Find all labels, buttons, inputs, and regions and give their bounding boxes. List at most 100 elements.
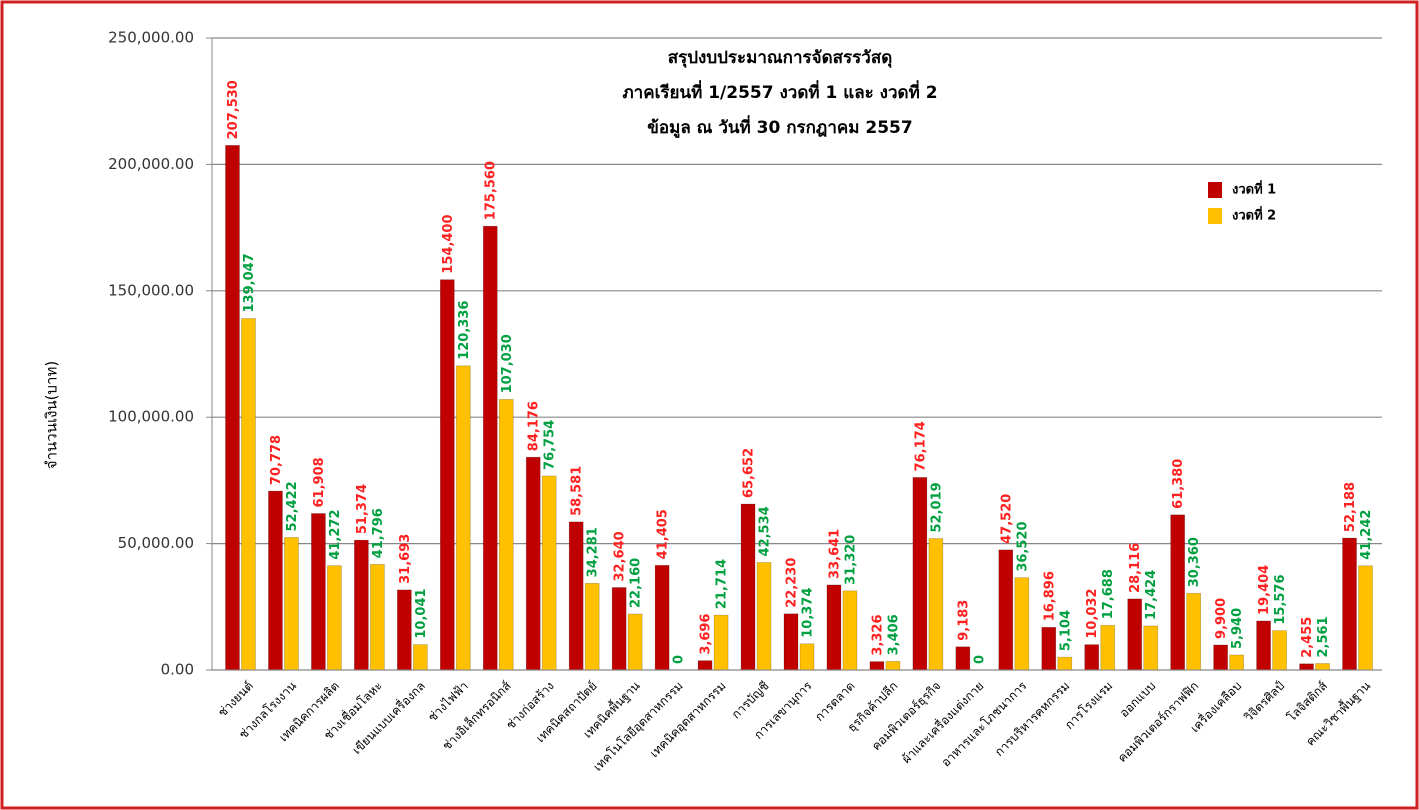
data-label: 154,400 (441, 214, 456, 273)
data-label: 2,455 (1300, 617, 1315, 658)
data-label: 58,581 (570, 466, 585, 516)
bar (1342, 537, 1357, 671)
chart-title: ข้อมูล ณ วันที่ 30 กรกฎาคม 2557 (647, 115, 912, 139)
data-label: 76,754 (543, 420, 558, 470)
bar (370, 563, 385, 671)
bar (1229, 654, 1244, 671)
bar (955, 646, 971, 671)
data-label: 107,030 (500, 334, 515, 393)
bar (912, 477, 928, 671)
data-label: 33,641 (827, 529, 842, 579)
bar (498, 399, 514, 671)
data-label: 41,272 (328, 509, 343, 559)
bar (541, 475, 557, 671)
legend-swatch (1208, 208, 1222, 224)
bar (869, 661, 885, 671)
bar (1127, 598, 1143, 671)
bar (611, 587, 627, 671)
bar (284, 537, 299, 671)
data-label: 9,900 (1214, 598, 1229, 639)
data-label: 30,360 (1187, 537, 1202, 587)
bar (1272, 630, 1287, 671)
bar (1358, 565, 1373, 671)
bar (1100, 624, 1116, 671)
data-label: 17,424 (1144, 570, 1159, 620)
data-label: 52,188 (1343, 482, 1358, 532)
data-label: 84,176 (527, 401, 542, 451)
data-label: 207,530 (226, 80, 241, 139)
data-label: 16,896 (1042, 571, 1057, 621)
data-label: 3,696 (699, 614, 714, 655)
data-label: 10,374 (801, 588, 816, 638)
data-label: 120,336 (457, 301, 472, 360)
data-label: 19,404 (1257, 565, 1272, 615)
data-label: 31,320 (843, 535, 858, 585)
bar (1084, 644, 1100, 671)
y-tick-label: 250,000.00 (108, 29, 194, 47)
bar (713, 614, 729, 671)
data-label: 10,032 (1085, 588, 1100, 638)
bar (826, 584, 842, 671)
legend-swatch (1208, 182, 1222, 198)
bar (1057, 656, 1073, 671)
y-tick-label: 200,000.00 (108, 155, 194, 173)
data-label: 51,374 (355, 484, 370, 534)
y-tick-label: 100,000.00 (108, 408, 194, 426)
data-label: 28,116 (1128, 543, 1143, 593)
data-label: 175,560 (484, 161, 499, 220)
bar (1014, 577, 1030, 671)
bar (1299, 663, 1314, 671)
data-label: 0 (972, 655, 987, 664)
bar (1256, 620, 1271, 671)
bar (327, 565, 342, 671)
chart-title: สรุปงบประมาณการจัดสรรวัสดุ (668, 48, 893, 68)
bar (225, 145, 240, 671)
bar (584, 582, 600, 671)
legend-label: งวดที่ 2 (1232, 206, 1276, 224)
y-axis-title: จำนวนเงิน(บาท) (43, 361, 61, 469)
bar (568, 521, 584, 671)
bar (885, 661, 901, 671)
bar (756, 562, 772, 671)
data-label: 3,326 (870, 614, 885, 655)
data-label: 22,160 (629, 558, 644, 608)
bar (654, 564, 670, 671)
data-label: 41,242 (1359, 510, 1374, 560)
data-label: 5,104 (1058, 610, 1073, 651)
bar (697, 660, 713, 671)
data-label: 65,652 (742, 448, 757, 498)
bar (1041, 626, 1057, 671)
bar (799, 643, 815, 671)
bar (740, 503, 756, 671)
bar (928, 538, 944, 671)
bar (627, 613, 643, 671)
bar (311, 513, 326, 671)
data-label: 32,640 (613, 531, 628, 581)
y-tick-label: 150,000.00 (108, 281, 194, 299)
bar (842, 590, 858, 671)
data-label: 36,520 (1015, 522, 1030, 572)
data-label: 52,422 (285, 481, 300, 531)
data-label: 70,778 (269, 435, 284, 485)
data-label: 47,520 (999, 494, 1014, 544)
data-label: 52,019 (929, 482, 944, 532)
bar (1186, 592, 1202, 671)
bar (354, 539, 369, 671)
data-label: 22,230 (785, 558, 800, 608)
bar (439, 279, 455, 671)
y-tick-label: 0.00 (161, 661, 194, 679)
bar (998, 549, 1014, 671)
bar (1315, 663, 1330, 671)
bar (1143, 625, 1159, 671)
data-label: 41,796 (371, 508, 386, 558)
data-label: 3,406 (886, 614, 901, 655)
data-label: 9,183 (956, 600, 971, 641)
bar (396, 589, 412, 671)
bar (783, 613, 799, 671)
data-label: 10,041 (414, 588, 429, 638)
data-label: 139,047 (242, 253, 257, 312)
data-label: 61,380 (1171, 459, 1186, 509)
bar (268, 490, 283, 671)
chart-title: ภาคเรียนที่ 1/2557 งวดที่ 1 และ งวดที่ 2 (622, 80, 937, 103)
